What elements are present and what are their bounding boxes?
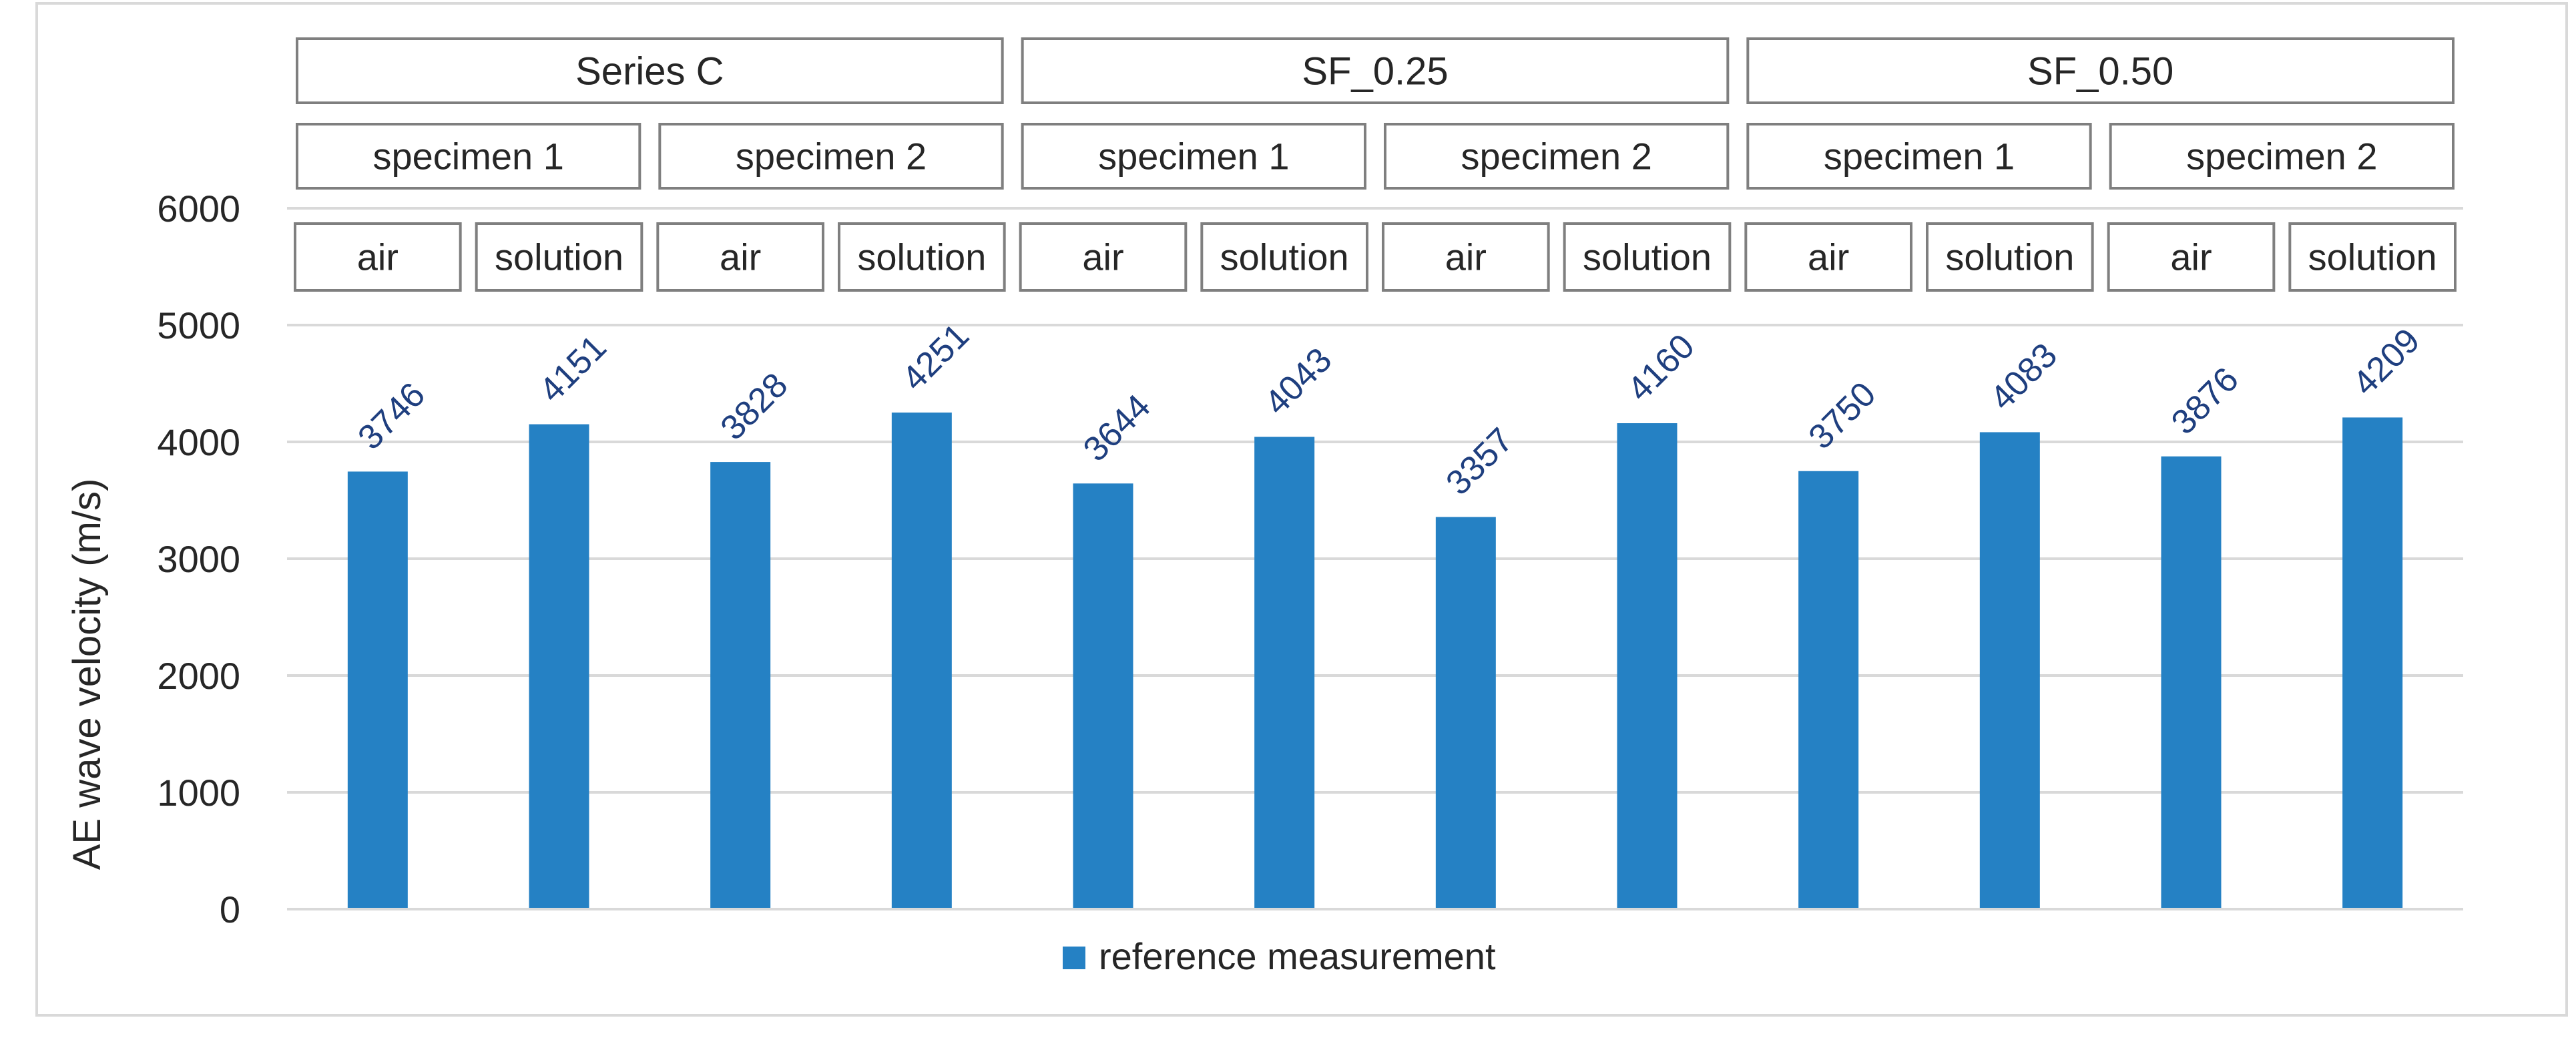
series-group-label: SF_0.25 — [1302, 49, 1448, 93]
condition-group-label: solution — [1583, 236, 1712, 278]
specimen-group-label: specimen 2 — [736, 136, 927, 178]
specimen-group-label: specimen 2 — [2186, 136, 2377, 178]
y-axis: 0 1000 2000 3000 4000 5000 6000 — [157, 188, 2463, 931]
bar — [710, 462, 771, 909]
bar — [529, 424, 589, 909]
y-tick-label: 4000 — [157, 421, 240, 463]
series-group-label: SF_0.50 — [2027, 49, 2173, 93]
bar — [1073, 483, 1133, 909]
bar — [2342, 417, 2403, 909]
specimen-group-box — [296, 123, 641, 190]
condition-group-label: air — [2170, 236, 2212, 278]
condition-group-box — [656, 222, 824, 292]
bar — [1617, 423, 1678, 909]
specimen-group-box — [1746, 123, 2092, 190]
legend: reference measurement — [1063, 935, 1496, 977]
condition-group-box — [475, 222, 643, 292]
y-tick-label: 6000 — [157, 188, 240, 230]
condition-group-label: solution — [1220, 236, 1349, 278]
legend-swatch — [1063, 947, 1085, 969]
series-group-box — [1021, 37, 1730, 104]
specimen-group-box — [2109, 123, 2455, 190]
condition-group-box — [1019, 222, 1188, 292]
specimen-group-label: specimen 2 — [1461, 136, 1651, 178]
condition-group-label: air — [357, 236, 399, 278]
specimen-group-box — [1021, 123, 1366, 190]
bar — [891, 413, 952, 909]
y-tick-label: 3000 — [157, 538, 240, 580]
condition-group-label: solution — [2308, 236, 2437, 278]
specimen-group-label: specimen 1 — [372, 136, 563, 178]
bar — [1435, 517, 1496, 909]
specimen-group-box — [658, 123, 1004, 190]
y-tick-label: 1000 — [157, 772, 240, 814]
condition-group-box — [1382, 222, 1550, 292]
series-group-label: Series C — [575, 49, 724, 93]
condition-group-label: solution — [1945, 236, 2074, 278]
bar — [1798, 471, 1859, 909]
y-tick-label: 2000 — [157, 655, 240, 697]
specimen-group-label: specimen 1 — [1098, 136, 1289, 178]
bar — [2161, 456, 2222, 909]
condition-group-box — [1744, 222, 1912, 292]
condition-group-box — [2288, 222, 2457, 292]
y-axis-title: AE wave velocity (m/s) — [65, 479, 109, 870]
y-tick-label: 0 — [220, 888, 240, 931]
condition-group-box — [294, 222, 462, 292]
category-boxes: Series C SF_0.25 SF_0.50 specimen 1 specimen… — [294, 37, 2457, 292]
bars — [347, 413, 2403, 909]
condition-group-box — [1926, 222, 2094, 292]
condition-group-box — [1563, 222, 1732, 292]
condition-group-label: air — [720, 236, 761, 278]
condition-group-label: air — [1445, 236, 1487, 278]
condition-group-box — [1200, 222, 1369, 292]
specimen-group-label: specimen 1 — [1824, 136, 2015, 178]
bar — [1979, 432, 2040, 909]
series-group-box — [296, 37, 1004, 104]
bar — [347, 471, 408, 909]
bar — [1254, 437, 1315, 909]
condition-group-box — [838, 222, 1006, 292]
condition-group-label: solution — [495, 236, 623, 278]
condition-group-label: air — [1082, 236, 1123, 278]
series-group-box — [1746, 37, 2455, 104]
y-tick-label: 5000 — [157, 304, 240, 346]
legend-label: reference measurement — [1099, 935, 1496, 977]
gridlines — [287, 207, 2463, 794]
condition-group-label: solution — [857, 236, 986, 278]
condition-group-label: air — [1808, 236, 1849, 278]
condition-group-box — [2107, 222, 2276, 292]
specimen-group-box — [1384, 123, 1730, 190]
